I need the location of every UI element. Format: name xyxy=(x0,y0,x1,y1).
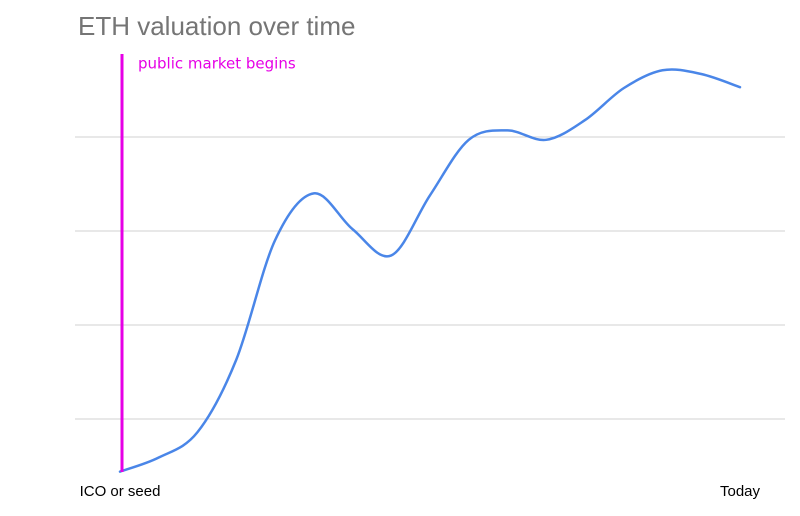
series-line xyxy=(118,68,742,473)
x-tick-label: Today xyxy=(720,483,761,500)
x-tick-label: ICO or seed xyxy=(80,483,161,500)
chart-title: ETH valuation over time xyxy=(78,11,355,41)
annotation: public market begins xyxy=(138,55,296,73)
